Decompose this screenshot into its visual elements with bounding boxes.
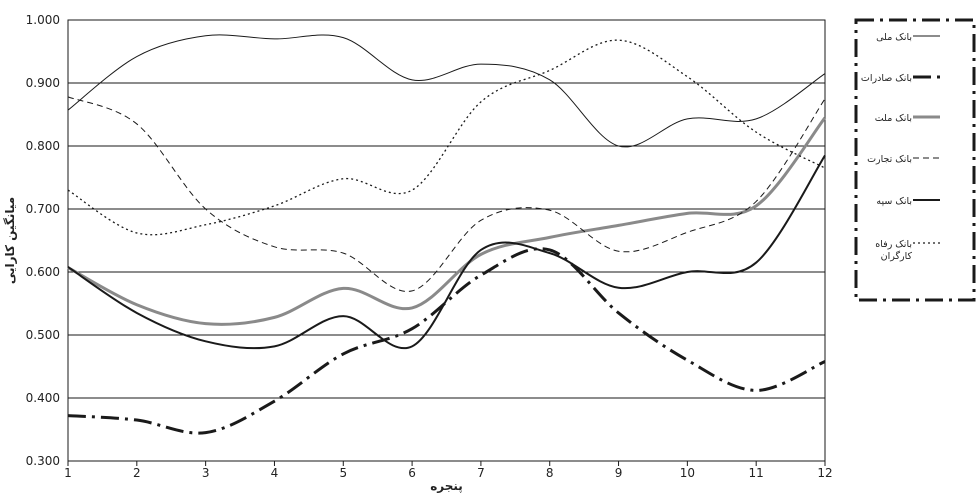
plot-frame <box>68 20 825 461</box>
y-tick-label: 0.900 <box>26 76 60 90</box>
y-axis-title: میانگین کارایی <box>3 197 17 284</box>
x-tick-label: 3 <box>202 466 210 480</box>
legend-label: کارگران <box>881 250 913 262</box>
grid-lines <box>68 20 825 461</box>
y-tick-label: 0.500 <box>26 328 60 342</box>
y-tick-label: 0.400 <box>26 391 60 405</box>
legend-label: بانک ملی <box>876 32 912 43</box>
x-axis-title: پنجره <box>430 479 463 493</box>
x-tick-label: 5 <box>339 466 347 480</box>
series-line-3 <box>68 118 825 325</box>
legend-label: بانک صادرات <box>861 73 912 84</box>
x-tick-label: 2 <box>133 466 141 480</box>
legend-label: بانک ملت <box>875 113 912 124</box>
legend-label: بانک تجارت <box>867 154 912 165</box>
legend-label: بانک رفاه <box>875 239 912 250</box>
x-tick-label: 8 <box>546 466 554 480</box>
y-tick-label: 0.300 <box>26 454 60 468</box>
x-tick-label: 10 <box>680 466 695 480</box>
series-line-1 <box>68 35 825 147</box>
x-tick-label: 6 <box>408 466 416 480</box>
x-tick-label: 9 <box>615 466 623 480</box>
y-tick-label: 1.000 <box>26 13 60 27</box>
x-tick-label: 1 <box>64 466 72 480</box>
y-tick-label: 0.600 <box>26 265 60 279</box>
series-group <box>68 35 825 433</box>
legend-label: بانک سپه <box>876 196 912 207</box>
x-tick-label: 7 <box>477 466 485 480</box>
x-tick-label: 12 <box>817 466 832 480</box>
y-tick-label: 0.700 <box>26 202 60 216</box>
y-tick-label: 0.800 <box>26 139 60 153</box>
series-line-6 <box>68 40 825 235</box>
series-line-2 <box>68 249 825 433</box>
x-tick-label: 11 <box>749 466 764 480</box>
legend: بانک ملی بانک صادرات بانک ملت بانک تجارت بان… <box>856 20 974 300</box>
x-tick-label: 4 <box>271 466 279 480</box>
series-line-4 <box>68 97 825 292</box>
